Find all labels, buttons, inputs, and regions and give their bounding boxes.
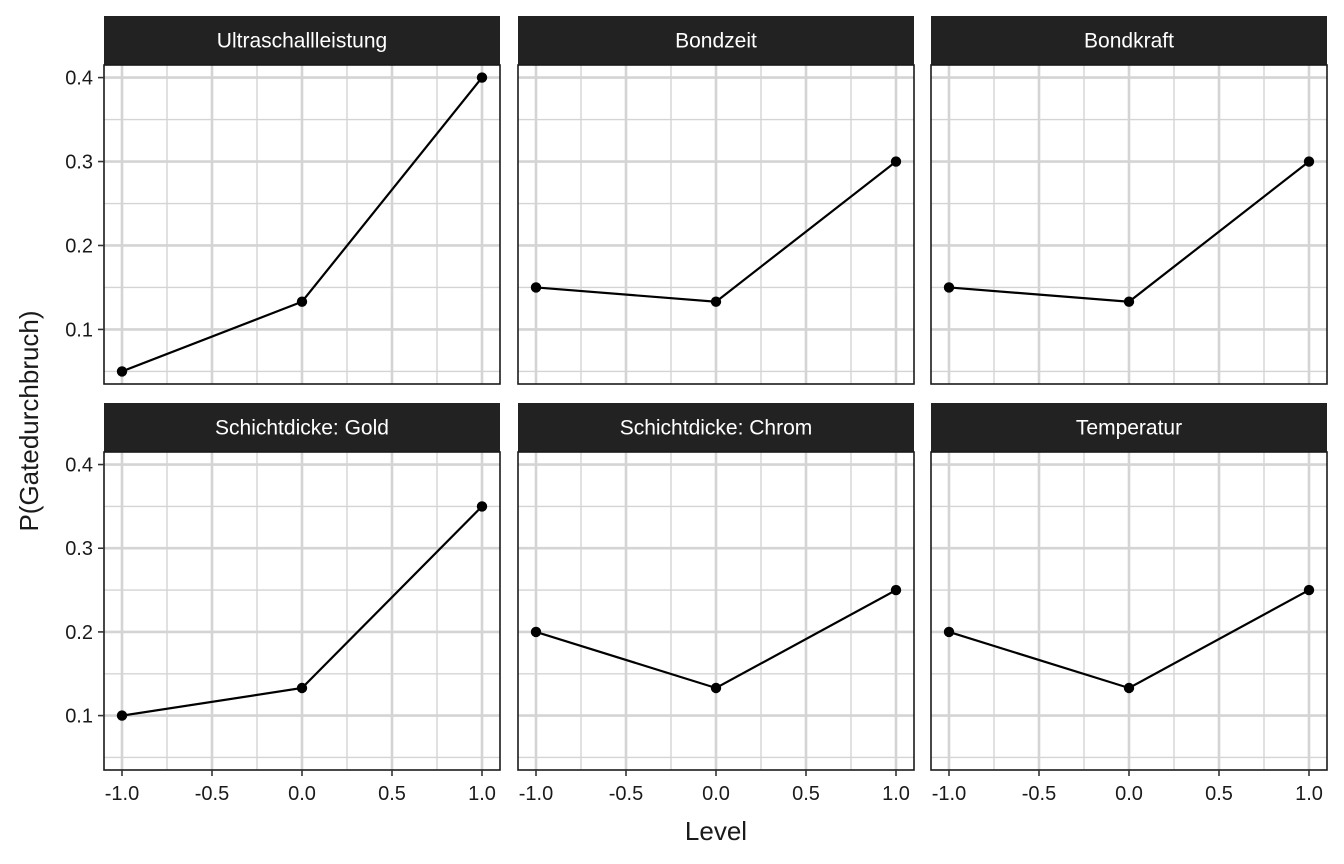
y-tick-label: 0.2 bbox=[65, 622, 93, 644]
axis-ticks: 0.1 0.2 0.3 0.4 0.1 0.2 0.3 0.4 -1.0 -0.5 0.0 0.5 1.… bbox=[65, 68, 1323, 805]
y-tick-label: 0.4 bbox=[65, 455, 93, 477]
y-tick-label: 0.3 bbox=[65, 152, 93, 174]
x-tick-label: 0.0 bbox=[1115, 783, 1143, 805]
x-tick-label: 0.5 bbox=[378, 783, 406, 805]
data-point bbox=[530, 282, 542, 293]
data-point bbox=[1123, 682, 1135, 694]
facet-title: Bondkraft bbox=[1084, 30, 1174, 53]
data-point bbox=[296, 296, 308, 307]
data-point bbox=[710, 296, 722, 307]
facet-strip bbox=[518, 16, 914, 65]
facet-title: Ultraschallleistung bbox=[217, 30, 387, 53]
x-axis-title: Level bbox=[685, 816, 747, 846]
facet-panel-bondzeit: Bondzeit bbox=[517, 16, 915, 385]
data-point bbox=[116, 366, 128, 377]
y-tick-label: 0.4 bbox=[65, 68, 93, 90]
x-tick-label: 0.5 bbox=[792, 783, 820, 805]
facet-strip bbox=[931, 403, 1327, 452]
facet-panel-ultraschallleistung: Ultraschallleistung bbox=[103, 16, 501, 385]
data-point bbox=[476, 501, 488, 512]
data-point bbox=[296, 682, 308, 694]
y-tick-label: 0.1 bbox=[65, 319, 93, 341]
data-point bbox=[1303, 156, 1315, 167]
facet-panel-temperatur: Temperatur bbox=[930, 403, 1328, 771]
data-point bbox=[890, 584, 902, 596]
panel-border bbox=[103, 64, 501, 385]
data-point bbox=[1123, 296, 1135, 307]
x-tick-label: -1.0 bbox=[105, 783, 139, 805]
panel-border bbox=[517, 64, 915, 385]
facet-panel-bondkraft: Bondkraft bbox=[930, 16, 1328, 385]
y-tick-label: 0.3 bbox=[65, 538, 93, 560]
data-point bbox=[943, 282, 955, 293]
facet-title: Bondzeit bbox=[675, 30, 757, 53]
y-axis-title: P(Gatedurchbruch) bbox=[14, 310, 44, 531]
x-tick-label: 0.0 bbox=[288, 783, 316, 805]
data-point bbox=[710, 682, 722, 694]
x-tick-label: -0.5 bbox=[195, 783, 229, 805]
x-tick-label: 1.0 bbox=[1295, 783, 1323, 805]
facet-title: Schichtdicke: Gold bbox=[215, 417, 389, 440]
facet-panel-schichtdicke-gold: Schichtdicke: Gold bbox=[103, 403, 501, 771]
data-point bbox=[530, 626, 542, 638]
data-point bbox=[116, 710, 128, 721]
x-tick-label: 1.0 bbox=[468, 783, 496, 805]
data-point bbox=[890, 156, 902, 167]
y-tick-label: 0.2 bbox=[65, 235, 93, 257]
x-tick-label: -0.5 bbox=[1022, 783, 1056, 805]
facet-title: Temperatur bbox=[1076, 417, 1182, 440]
x-tick-label: -1.0 bbox=[932, 783, 966, 805]
facet-strip bbox=[931, 16, 1327, 65]
y-tick-label: 0.1 bbox=[65, 706, 93, 728]
x-tick-label: 0.5 bbox=[1205, 783, 1233, 805]
panel-border bbox=[930, 64, 1328, 385]
facet-strip bbox=[518, 403, 914, 452]
facet-strip bbox=[104, 403, 500, 452]
data-point bbox=[476, 72, 488, 83]
x-tick-label: 0.0 bbox=[702, 783, 730, 805]
data-point bbox=[943, 626, 955, 638]
facet-panels: Ultraschallleistung Bondzeit Bondkraft Schi… bbox=[103, 16, 1328, 771]
data-point bbox=[1303, 584, 1315, 596]
facet-panel-schichtdicke-chrom: Schichtdicke: Chrom bbox=[517, 403, 915, 771]
facet-strip bbox=[104, 16, 500, 65]
x-tick-label: 1.0 bbox=[882, 783, 910, 805]
x-tick-label: -1.0 bbox=[519, 783, 553, 805]
x-tick-label: -0.5 bbox=[609, 783, 643, 805]
facet-title: Schichtdicke: Chrom bbox=[620, 417, 813, 440]
